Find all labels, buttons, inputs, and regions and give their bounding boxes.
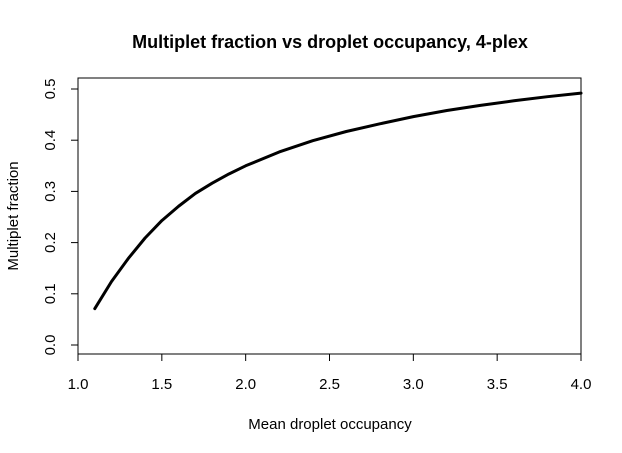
y-tick-label: 0.4	[42, 130, 59, 151]
y-tick-label: 0.5	[42, 79, 59, 100]
x-tick-label: 2.5	[319, 376, 340, 393]
chart-title: Multiplet fraction vs droplet occupancy,…	[132, 32, 528, 52]
series-layer	[93, 91, 583, 311]
x-tick-label: 3.0	[403, 376, 424, 393]
y-tick-label: 0.0	[42, 335, 59, 356]
series-line	[93, 91, 583, 311]
x-axis-label: Mean droplet occupancy	[248, 416, 412, 433]
x-tick-label: 3.5	[487, 376, 508, 393]
y-tick-label: 0.1	[42, 283, 59, 304]
y-axis-label: Multiplet fraction	[5, 161, 22, 270]
x-tick-label: 2.0	[235, 376, 256, 393]
y-tick-label: 0.3	[42, 181, 59, 202]
x-axis: 1.0 1.5 2.0 2.5 3.0 3.5 4.0	[68, 353, 592, 393]
x-tick-label: 1.5	[151, 376, 172, 393]
y-axis: 0.0 0.1 0.2 0.3 0.4 0.5	[42, 79, 79, 356]
x-tick-label: 4.0	[571, 376, 592, 393]
x-tick-label: 1.0	[68, 376, 89, 393]
y-tick-label: 0.2	[42, 232, 59, 253]
